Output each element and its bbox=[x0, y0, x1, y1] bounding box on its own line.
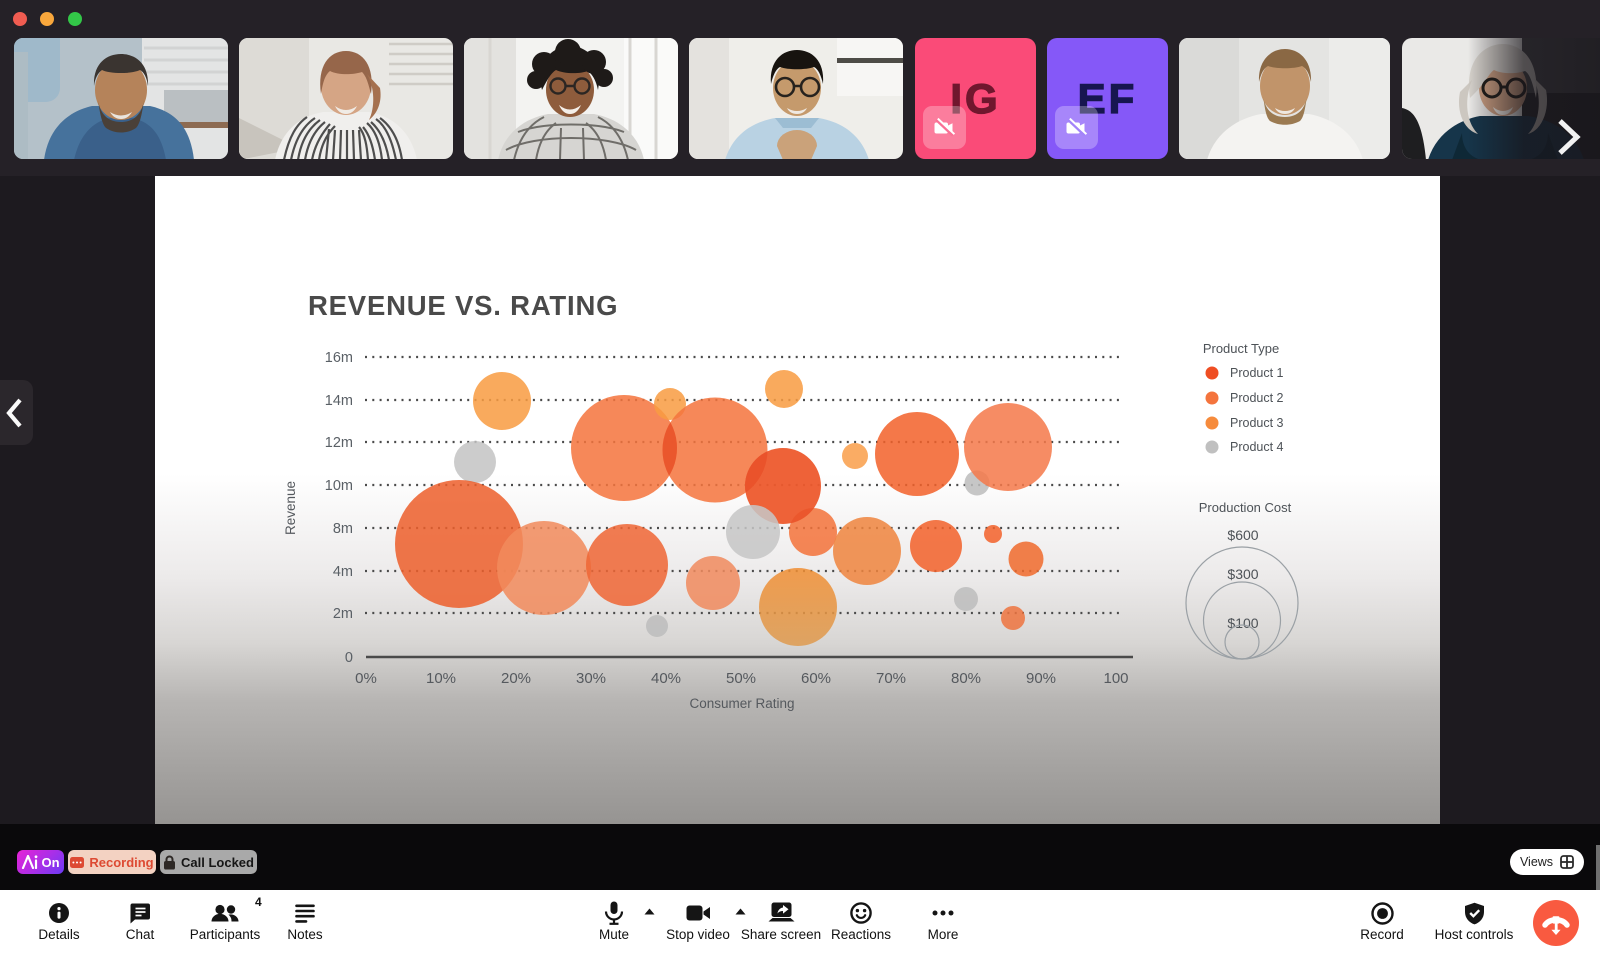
svg-text:20%: 20% bbox=[501, 670, 531, 687]
svg-text:Product 2: Product 2 bbox=[1230, 391, 1284, 405]
svg-text:0: 0 bbox=[345, 650, 353, 666]
svg-text:90%: 90% bbox=[1026, 670, 1056, 687]
svg-text:100: 100 bbox=[1103, 670, 1128, 687]
svg-text:4m: 4m bbox=[333, 564, 353, 580]
svg-text:10%: 10% bbox=[426, 670, 456, 687]
svg-text:80%: 80% bbox=[951, 670, 981, 687]
svg-text:70%: 70% bbox=[876, 670, 906, 687]
svg-text:40%: 40% bbox=[651, 670, 681, 687]
svg-text:16m: 16m bbox=[325, 350, 353, 366]
svg-text:Product 1: Product 1 bbox=[1230, 366, 1284, 380]
svg-text:60%: 60% bbox=[801, 670, 831, 687]
svg-text:$600: $600 bbox=[1227, 527, 1258, 543]
svg-text:14m: 14m bbox=[325, 393, 353, 409]
svg-text:30%: 30% bbox=[576, 670, 606, 687]
svg-text:Product 4: Product 4 bbox=[1230, 440, 1284, 454]
svg-text:8m: 8m bbox=[333, 521, 353, 537]
svg-text:50%: 50% bbox=[726, 670, 756, 687]
svg-text:2m: 2m bbox=[333, 606, 353, 622]
svg-text:Consumer Rating: Consumer Rating bbox=[689, 696, 794, 711]
svg-text:0%: 0% bbox=[355, 670, 377, 687]
svg-text:Revenue: Revenue bbox=[283, 481, 298, 535]
svg-text:Product 3: Product 3 bbox=[1230, 416, 1284, 430]
svg-text:Production Cost: Production Cost bbox=[1199, 500, 1292, 515]
svg-text:Product Type: Product Type bbox=[1203, 341, 1279, 356]
svg-text:$300: $300 bbox=[1227, 566, 1258, 582]
svg-text:12m: 12m bbox=[325, 435, 353, 451]
svg-text:REVENUE VS. RATING: REVENUE VS. RATING bbox=[308, 290, 618, 321]
svg-text:10m: 10m bbox=[325, 478, 353, 494]
